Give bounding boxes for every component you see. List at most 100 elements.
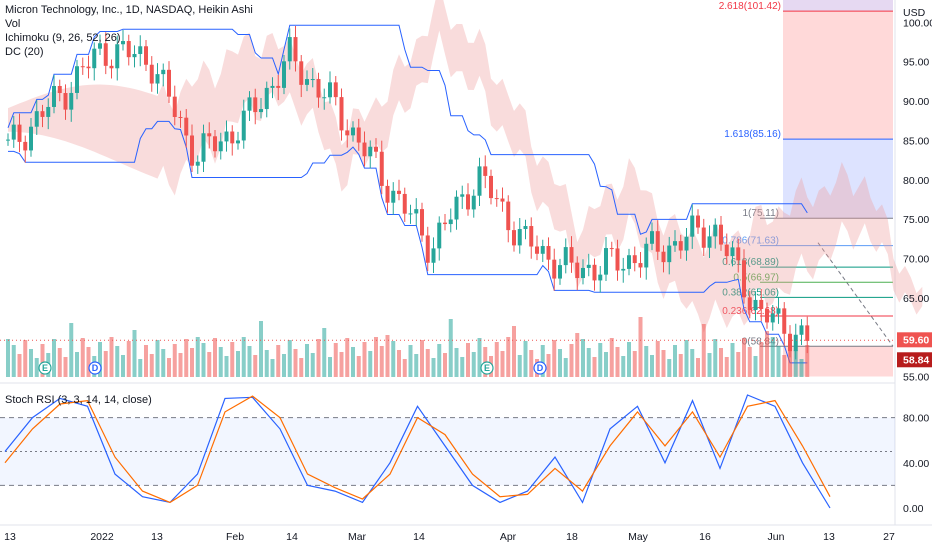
fib-level-label: 2.618(101.42) xyxy=(719,1,781,12)
candle-body xyxy=(431,248,436,263)
candle-body xyxy=(477,166,482,196)
candle-body xyxy=(57,85,62,94)
donchian-lower xyxy=(8,120,808,364)
date-tick: 16 xyxy=(699,531,711,543)
candle-body xyxy=(132,54,137,58)
stoch-tick: 80.00 xyxy=(903,413,929,425)
low-price-value: 58.84 xyxy=(903,354,929,366)
candle-body xyxy=(506,201,511,231)
volume-bar xyxy=(52,339,56,377)
candle-body xyxy=(52,85,56,107)
candle-body xyxy=(270,85,275,88)
candle-body xyxy=(581,267,585,279)
fib-level-label: 1.618(85.16) xyxy=(724,129,781,140)
volume-bar xyxy=(351,347,355,377)
volume-bar xyxy=(75,352,79,377)
symbol-title: Micron Technology, Inc., 1D, NASDAQ, Hei… xyxy=(5,4,253,16)
candle-body xyxy=(138,46,143,55)
volume-bar xyxy=(512,326,516,377)
candle-body xyxy=(178,116,183,118)
volume-bar xyxy=(155,340,160,377)
candle-body xyxy=(489,175,493,199)
candle-body xyxy=(345,130,350,136)
candle-body xyxy=(759,299,764,309)
candle-body xyxy=(592,264,597,281)
volume-bar xyxy=(713,339,718,377)
candle-body xyxy=(535,246,539,254)
candle-body xyxy=(374,146,378,152)
candle-body xyxy=(126,41,131,58)
fib-zone xyxy=(783,0,893,12)
volume-bar xyxy=(460,357,465,377)
volume-bar xyxy=(414,354,419,377)
candle-body xyxy=(115,44,120,69)
candle-body xyxy=(408,213,413,215)
candle-body xyxy=(40,111,45,117)
candle-body xyxy=(293,37,298,62)
fib-trend-line xyxy=(817,242,894,347)
fib-level-label: 0.382(65.06) xyxy=(722,287,779,298)
volume-bar xyxy=(264,350,269,377)
candle-body xyxy=(569,247,574,263)
candle-body xyxy=(167,69,171,97)
candle-body xyxy=(678,241,683,251)
volume-bar xyxy=(230,342,235,377)
volume-bar xyxy=(523,341,528,377)
candle-body xyxy=(483,166,488,176)
price-tick: 80.00 xyxy=(903,175,929,187)
candle-body xyxy=(736,247,741,261)
volume-bar xyxy=(34,358,39,377)
candle-body xyxy=(29,126,33,151)
volume-bar xyxy=(253,355,258,377)
event-letter: E xyxy=(42,363,48,373)
event-circle xyxy=(533,361,547,375)
volume-bar xyxy=(103,351,108,377)
volume-bar xyxy=(431,358,436,377)
date-tick: 2022 xyxy=(90,531,114,543)
ichimoku-label: Ichimoku (9, 26, 52, 26) xyxy=(5,32,121,44)
stoch-line-k xyxy=(4,394,831,509)
volume-bar xyxy=(17,354,22,377)
volume-bar xyxy=(305,344,309,377)
volume-bar xyxy=(471,352,476,377)
price-tick: 55.00 xyxy=(903,372,929,384)
volume-bar xyxy=(299,358,304,377)
volume-bar xyxy=(293,349,298,377)
volume-bar xyxy=(684,340,689,377)
candle-body xyxy=(684,236,689,251)
volume-bar xyxy=(356,356,361,377)
donchian-upper xyxy=(7,24,808,235)
fib-level-label: 1(75.11) xyxy=(742,208,779,219)
volume-bar xyxy=(345,338,350,377)
volume-bar xyxy=(655,341,660,377)
volume-bar xyxy=(287,340,292,377)
volume-bar xyxy=(144,345,148,377)
candle-body xyxy=(253,97,258,113)
candle-body xyxy=(448,219,453,225)
volume-bar xyxy=(448,319,453,377)
volume-bar xyxy=(690,349,695,377)
ichimoku-cloud xyxy=(8,0,923,333)
volume-bar xyxy=(500,351,505,377)
volume-bar xyxy=(362,342,367,377)
candle-body xyxy=(75,66,79,93)
candle-body xyxy=(34,111,39,127)
volume-bar xyxy=(218,347,223,377)
candle-body xyxy=(425,235,430,263)
price-tick: 85.00 xyxy=(903,135,929,147)
candle-body xyxy=(241,110,246,141)
volume-bar xyxy=(621,356,626,377)
volume-bar xyxy=(310,353,315,377)
volume-bar xyxy=(236,351,240,377)
candle-body xyxy=(563,247,568,266)
candle-body xyxy=(172,96,177,117)
volume-bar xyxy=(224,356,229,377)
volume-bar xyxy=(408,345,413,377)
currency-label: USD xyxy=(903,7,926,19)
volume-bar xyxy=(368,351,373,377)
volume-bar xyxy=(126,341,131,377)
volume-bar xyxy=(132,330,137,377)
candle-body xyxy=(730,247,735,257)
volume-bar xyxy=(753,356,758,377)
